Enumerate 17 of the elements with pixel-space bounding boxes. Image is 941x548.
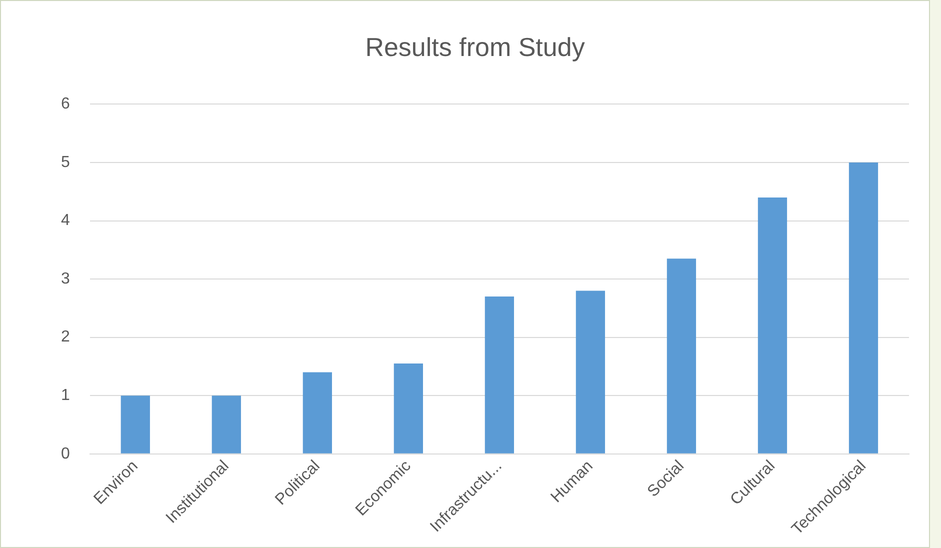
bar xyxy=(120,396,150,454)
bar xyxy=(302,372,332,454)
y-tick-label: 6 xyxy=(60,96,70,113)
bar xyxy=(758,197,788,454)
y-tick-label: 3 xyxy=(60,270,70,288)
chart-title: Results from Study xyxy=(365,32,585,62)
y-tick-label: 2 xyxy=(60,328,70,346)
bar xyxy=(848,162,878,454)
bar xyxy=(212,396,241,454)
y-tick-label: 5 xyxy=(60,154,70,171)
y-tick-label: 0 xyxy=(60,445,70,462)
bar xyxy=(484,296,514,454)
bar xyxy=(394,364,423,454)
bar xyxy=(666,258,696,454)
y-tick-label: 4 xyxy=(60,212,70,230)
y-tick-label: 1 xyxy=(60,386,70,404)
bar xyxy=(576,290,606,454)
